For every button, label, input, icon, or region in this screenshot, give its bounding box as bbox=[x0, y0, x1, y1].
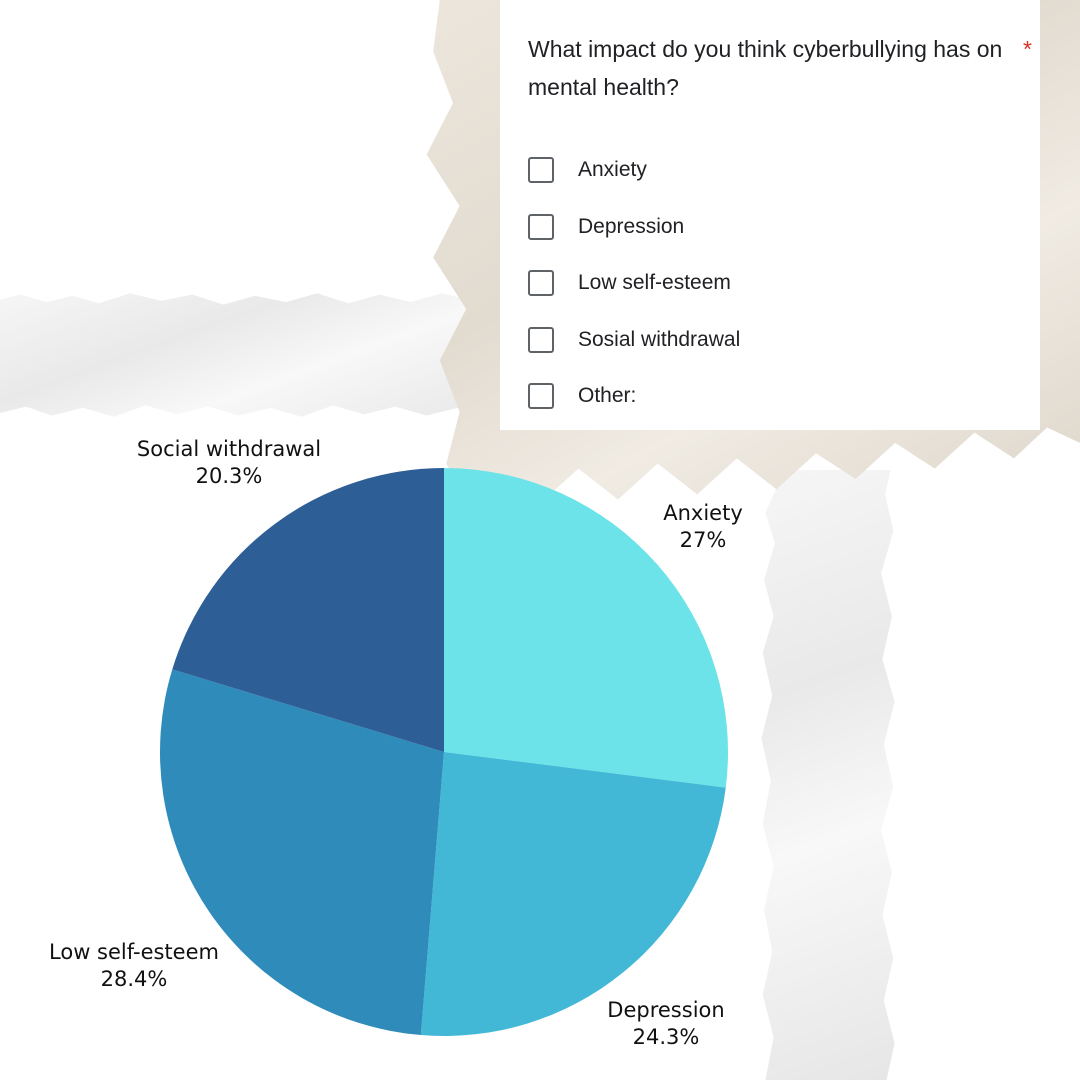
checkbox-icon[interactable] bbox=[528, 383, 554, 410]
slice-value-label: 27% bbox=[680, 528, 727, 552]
option-label: Depression bbox=[578, 214, 685, 238]
checkbox-icon[interactable] bbox=[528, 157, 554, 184]
option-other[interactable]: Other: bbox=[528, 368, 1020, 425]
slice-value-label: 28.4% bbox=[101, 967, 168, 991]
option-depression[interactable]: Depression bbox=[528, 199, 1020, 256]
pie-slices bbox=[159, 468, 729, 1036]
slice-value-label: 20.3% bbox=[196, 464, 263, 488]
option-label: Other: bbox=[578, 384, 637, 408]
pie-labels: Anxiety 27% Depression 24.3% Low self-esteem… bbox=[49, 437, 743, 1049]
torn-paper-strip-vertical bbox=[761, 470, 895, 1080]
slice-category-label: Anxiety bbox=[663, 501, 743, 525]
torn-paper-strip-horizontal bbox=[0, 293, 520, 417]
checkbox-icon[interactable] bbox=[528, 270, 554, 297]
slice-value-label: 24.3% bbox=[633, 1025, 700, 1049]
slice-category-label: Low self-esteem bbox=[49, 940, 219, 964]
option-anxiety[interactable]: Anxiety bbox=[528, 142, 1020, 199]
slice-category-label: Social withdrawal bbox=[137, 437, 321, 461]
form-question-card: What impact do you think cyberbullying h… bbox=[500, 0, 1040, 430]
checkbox-icon[interactable] bbox=[528, 326, 554, 353]
pie-slice-social-withdrawal bbox=[172, 468, 445, 752]
option-label: Low self-esteem bbox=[578, 271, 731, 295]
checkbox-icon[interactable] bbox=[528, 213, 554, 240]
pie-slice-depression bbox=[420, 752, 726, 1036]
option-label: Anxiety bbox=[578, 158, 647, 182]
option-label: Sosial withdrawal bbox=[578, 327, 741, 351]
required-asterisk: * bbox=[1023, 36, 1032, 62]
pie-slice-low-self-esteem bbox=[159, 669, 444, 1036]
form-question-text: What impact do you think cyberbullying h… bbox=[528, 36, 1003, 100]
form-options-list: Anxiety Depression Low self-esteem Sosia… bbox=[528, 142, 1020, 425]
slice-category-label: Depression bbox=[607, 998, 724, 1022]
option-low-self-esteem[interactable]: Low self-esteem bbox=[528, 255, 1020, 312]
pie-slice-anxiety bbox=[444, 468, 729, 788]
option-social-withdrawal[interactable]: Sosial withdrawal bbox=[528, 312, 1020, 369]
